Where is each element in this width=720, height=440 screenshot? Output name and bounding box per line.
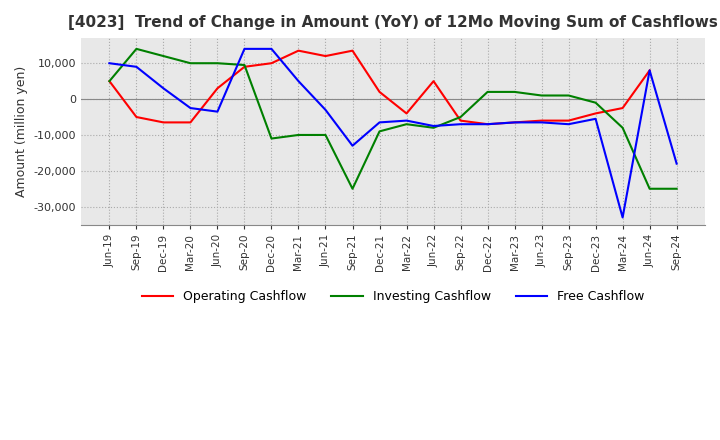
Free Cashflow [483, 121, 492, 127]
Operating Cashflow [159, 120, 168, 125]
Investing Cashflow [483, 89, 492, 95]
Operating Cashflow [213, 86, 222, 91]
Y-axis label: Amount (million yen): Amount (million yen) [15, 66, 28, 197]
Operating Cashflow [402, 111, 411, 116]
Investing Cashflow [159, 53, 168, 59]
Free Cashflow [537, 120, 546, 125]
Investing Cashflow [564, 93, 573, 98]
Operating Cashflow [591, 111, 600, 116]
Free Cashflow [429, 123, 438, 128]
Operating Cashflow [240, 64, 249, 70]
Line: Free Cashflow: Free Cashflow [109, 49, 677, 217]
Operating Cashflow [321, 53, 330, 59]
Operating Cashflow [645, 68, 654, 73]
Line: Operating Cashflow: Operating Cashflow [109, 51, 649, 124]
Free Cashflow [456, 121, 465, 127]
Investing Cashflow [618, 125, 627, 130]
Operating Cashflow [510, 120, 519, 125]
Operating Cashflow [483, 121, 492, 127]
Investing Cashflow [510, 89, 519, 95]
Investing Cashflow [402, 121, 411, 127]
Investing Cashflow [375, 129, 384, 134]
Investing Cashflow [186, 61, 194, 66]
Free Cashflow [564, 121, 573, 127]
Investing Cashflow [645, 186, 654, 191]
Free Cashflow [240, 46, 249, 51]
Free Cashflow [402, 118, 411, 123]
Free Cashflow [375, 120, 384, 125]
Free Cashflow [672, 161, 681, 166]
Operating Cashflow [348, 48, 357, 53]
Investing Cashflow [213, 61, 222, 66]
Line: Investing Cashflow: Investing Cashflow [109, 49, 677, 189]
Operating Cashflow [267, 61, 276, 66]
Operating Cashflow [105, 78, 114, 84]
Operating Cashflow [132, 114, 140, 120]
Free Cashflow [321, 107, 330, 113]
Free Cashflow [213, 109, 222, 114]
Investing Cashflow [672, 186, 681, 191]
Operating Cashflow [456, 118, 465, 123]
Investing Cashflow [267, 136, 276, 141]
Operating Cashflow [375, 89, 384, 95]
Free Cashflow [294, 78, 303, 84]
Investing Cashflow [537, 93, 546, 98]
Operating Cashflow [537, 118, 546, 123]
Title: [4023]  Trend of Change in Amount (YoY) of 12Mo Moving Sum of Cashflows: [4023] Trend of Change in Amount (YoY) o… [68, 15, 718, 30]
Free Cashflow [510, 120, 519, 125]
Investing Cashflow [132, 46, 140, 51]
Operating Cashflow [294, 48, 303, 53]
Investing Cashflow [240, 62, 249, 68]
Free Cashflow [618, 215, 627, 220]
Operating Cashflow [429, 78, 438, 84]
Investing Cashflow [429, 125, 438, 130]
Free Cashflow [105, 61, 114, 66]
Investing Cashflow [348, 186, 357, 191]
Investing Cashflow [456, 114, 465, 120]
Free Cashflow [645, 68, 654, 73]
Free Cashflow [186, 106, 194, 111]
Operating Cashflow [564, 118, 573, 123]
Free Cashflow [591, 116, 600, 121]
Free Cashflow [132, 64, 140, 70]
Free Cashflow [348, 143, 357, 148]
Legend: Operating Cashflow, Investing Cashflow, Free Cashflow: Operating Cashflow, Investing Cashflow, … [137, 285, 649, 308]
Investing Cashflow [321, 132, 330, 138]
Investing Cashflow [105, 78, 114, 84]
Investing Cashflow [591, 100, 600, 105]
Free Cashflow [159, 86, 168, 91]
Free Cashflow [267, 46, 276, 51]
Investing Cashflow [294, 132, 303, 138]
Operating Cashflow [186, 120, 194, 125]
Operating Cashflow [618, 106, 627, 111]
